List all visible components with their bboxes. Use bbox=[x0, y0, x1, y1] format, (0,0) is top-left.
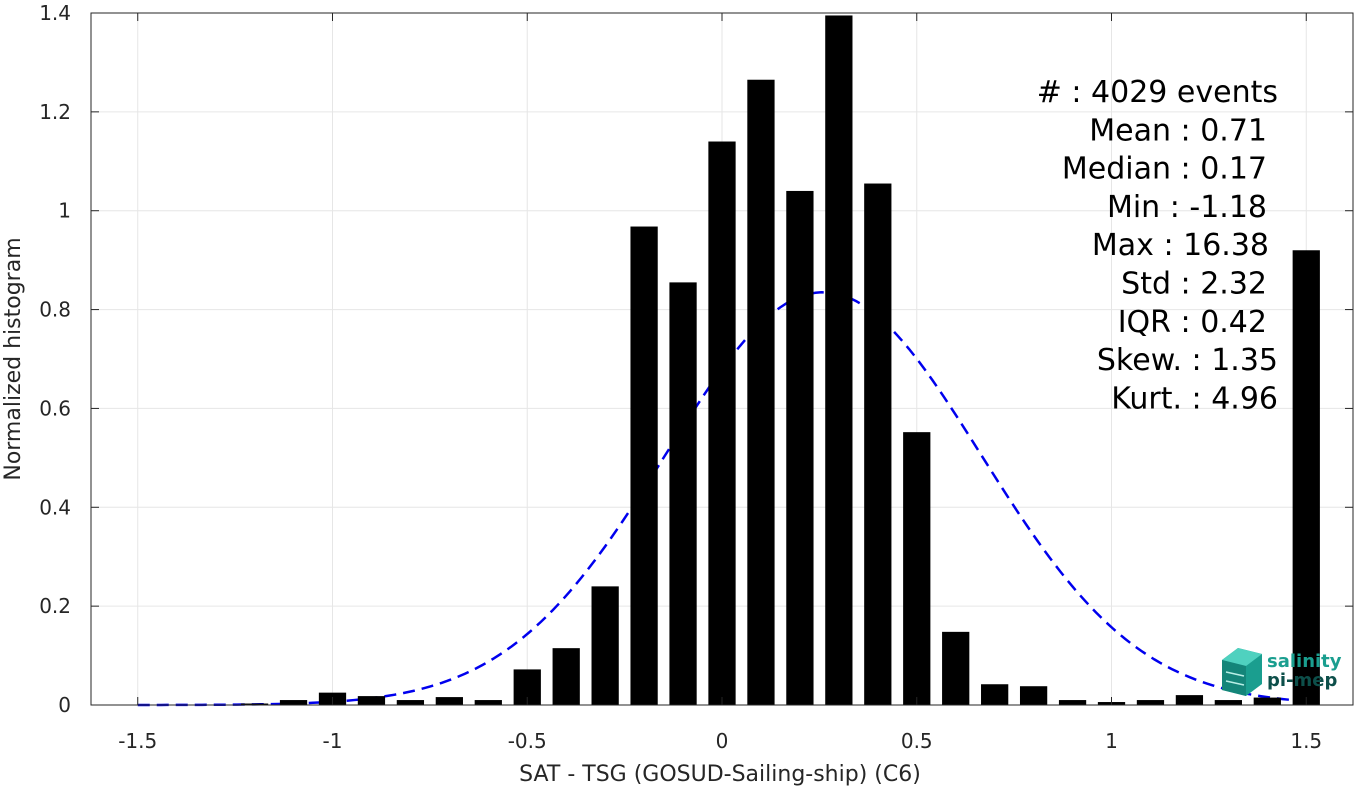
histogram-bar bbox=[903, 432, 931, 705]
stat-line: Kurt. : 4.96 bbox=[1111, 381, 1278, 416]
stat-line: Std : 2.32 bbox=[1121, 267, 1267, 302]
stat-line: Min : -1.18 bbox=[1107, 190, 1267, 225]
histogram-bar bbox=[1253, 697, 1281, 705]
histogram-bar bbox=[1019, 686, 1048, 705]
histogram-bar bbox=[279, 700, 308, 705]
y-tick-label: 0.4 bbox=[39, 495, 71, 519]
x-tick-label: -1 bbox=[323, 729, 343, 753]
histogram-bar bbox=[396, 700, 425, 705]
x-axis-label: SAT - TSG (GOSUD-Sailing-ship) (C6) bbox=[519, 762, 921, 787]
stat-line: Median : 0.17 bbox=[1062, 152, 1267, 187]
histogram-bar bbox=[981, 684, 1009, 705]
x-tick-label: 0 bbox=[716, 729, 729, 753]
histogram-bar bbox=[474, 700, 502, 705]
x-tick-label: 1 bbox=[1105, 729, 1118, 753]
y-tick-label: 1.4 bbox=[39, 1, 71, 25]
histogram-bar bbox=[1175, 695, 1204, 705]
histogram-bar bbox=[240, 703, 269, 705]
stat-line: Skew. : 1.35 bbox=[1097, 343, 1278, 378]
axis-ticks bbox=[91, 12, 1353, 706]
stat-line: Mean : 0.71 bbox=[1089, 113, 1267, 148]
y-tick-label: 1 bbox=[58, 199, 71, 223]
histogram-bar bbox=[357, 696, 386, 705]
histogram-bar bbox=[630, 226, 658, 705]
histogram-bar bbox=[786, 190, 814, 705]
logo-text-pimep: pi-mep bbox=[1267, 670, 1337, 691]
histogram-bar bbox=[708, 141, 736, 705]
x-tick-labels: -1.5 -1 -0.5 0 0.5 1 1.5 bbox=[118, 729, 1322, 753]
histogram-bar bbox=[1058, 700, 1087, 705]
histogram-bar bbox=[942, 631, 970, 705]
salinity-pimep-logo: salinity pi-mep bbox=[1222, 648, 1342, 696]
y-tick-label: 0.2 bbox=[39, 594, 71, 618]
histogram-bar bbox=[552, 648, 580, 705]
logo-text-salinity: salinity bbox=[1267, 651, 1342, 672]
x-tick-label: 0.5 bbox=[901, 729, 933, 753]
y-axis-label: Normalized histogram bbox=[1, 237, 26, 480]
histogram-bars bbox=[240, 15, 1320, 705]
histogram-bar bbox=[864, 183, 892, 705]
stat-line: Max : 16.38 bbox=[1092, 228, 1269, 263]
y-tick-label: 0.6 bbox=[39, 396, 71, 420]
y-tick-label: 1.2 bbox=[39, 100, 71, 124]
x-tick-label: -1.5 bbox=[118, 729, 157, 753]
y-tick-label: 0.8 bbox=[39, 298, 71, 322]
y-tick-labels: 0 0.2 0.4 0.6 0.8 1 1.2 1.4 bbox=[39, 1, 71, 717]
histogram-bar bbox=[1136, 700, 1165, 705]
histogram-bar bbox=[591, 586, 619, 705]
histogram-bar bbox=[435, 697, 463, 705]
y-tick-label: 0 bbox=[58, 693, 71, 717]
histogram-bar bbox=[1214, 700, 1242, 705]
x-tick-label: -0.5 bbox=[508, 729, 547, 753]
histogram-bar bbox=[825, 15, 853, 705]
stat-line: IQR : 0.42 bbox=[1118, 305, 1267, 340]
histogram-bar bbox=[747, 79, 775, 705]
logo-mark-icon bbox=[1222, 648, 1262, 696]
x-tick-label: 1.5 bbox=[1290, 729, 1322, 753]
histogram-bar bbox=[1292, 250, 1320, 705]
stat-line: # : 4029 events bbox=[1037, 75, 1278, 110]
histogram-bar bbox=[669, 282, 697, 705]
